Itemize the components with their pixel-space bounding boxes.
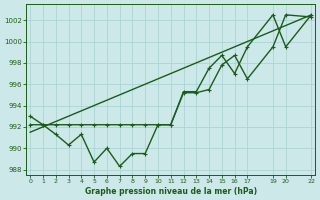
X-axis label: Graphe pression niveau de la mer (hPa): Graphe pression niveau de la mer (hPa)	[85, 187, 257, 196]
